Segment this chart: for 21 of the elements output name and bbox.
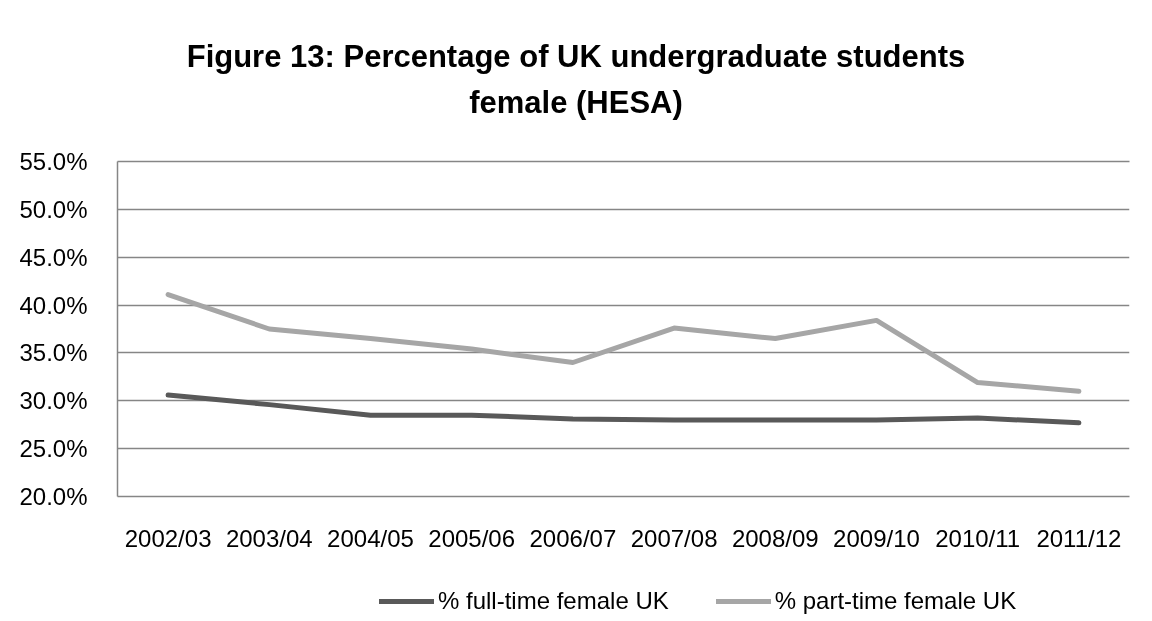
x-tick-label: 2008/09 xyxy=(731,524,819,552)
y-tick-label: 40.0% xyxy=(19,291,88,319)
y-tick-label: 35.0% xyxy=(19,339,88,367)
chart-title: Figure 13: Percentage of UK undergraduate students female (HESA) xyxy=(186,38,966,122)
x-tick-label: 2002/03 xyxy=(124,524,212,552)
x-tick-label: 2003/04 xyxy=(225,524,313,552)
y-tick-label: 20.0% xyxy=(19,483,88,510)
y-tick-label: 45.0% xyxy=(19,243,88,271)
x-tick-label: 2007/08 xyxy=(630,524,718,552)
y-tick-label: 30.0% xyxy=(19,387,88,415)
x-tick-label: 2011/12 xyxy=(1036,524,1122,552)
x-tick-label: 2005/06 xyxy=(428,524,516,552)
x-tick-label: 2004/05 xyxy=(327,524,414,552)
y-tick-label: 25.0% xyxy=(19,435,88,463)
legend-label: % part-time female UK xyxy=(774,587,1017,615)
x-tick-label: 2009/10 xyxy=(833,524,920,552)
y-tick-label: 55.0% xyxy=(19,148,88,175)
legend-label: % full-time female UK xyxy=(438,587,669,615)
y-tick-label: 50.0% xyxy=(19,195,88,223)
x-tick-label: 2006/07 xyxy=(529,524,617,552)
x-tick-label: 2010/11 xyxy=(935,524,1021,552)
